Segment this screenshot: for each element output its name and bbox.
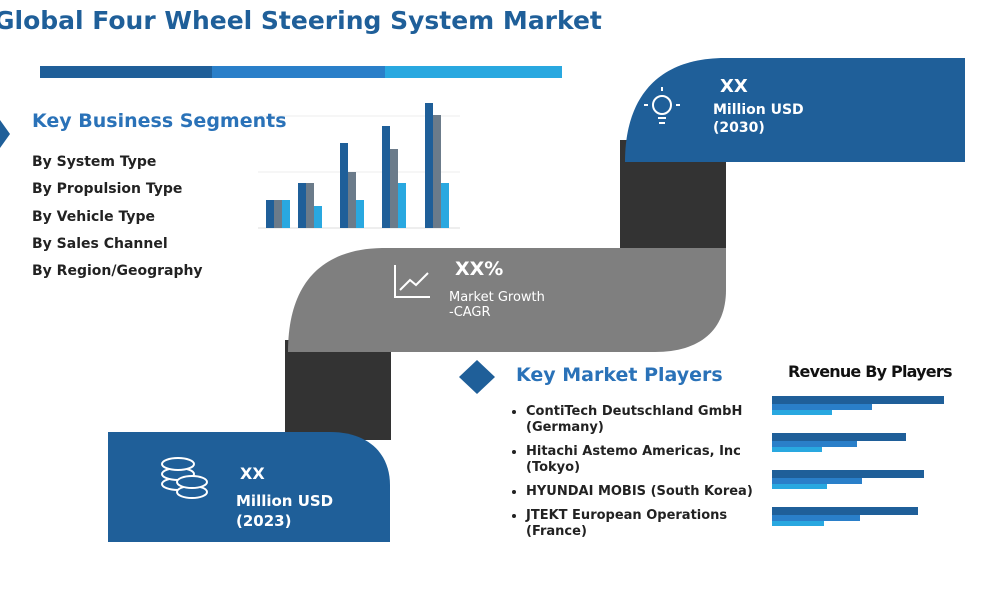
base-value: XX xyxy=(240,464,265,483)
pointer xyxy=(0,120,10,148)
header-bar xyxy=(212,66,385,78)
growth-icon xyxy=(394,265,430,298)
forecast-unit: Million USD xyxy=(713,102,804,118)
player-item: HYUNDAI MOBIS (South Korea) xyxy=(526,484,776,500)
base-year: (2023) xyxy=(236,512,292,530)
segment-item: By Sales Channel xyxy=(32,235,168,252)
growth-label: -CAGR xyxy=(449,305,491,320)
growth-label: Market Growth xyxy=(449,290,545,305)
title: Global Four Wheel Steering System Market xyxy=(0,6,602,35)
revenue-heading: Revenue By Players xyxy=(788,362,952,381)
ribbon-top xyxy=(625,58,965,162)
ribbon-fold xyxy=(285,340,391,440)
decorative-chart xyxy=(258,103,460,229)
players-heading: Key Market Players xyxy=(516,364,723,386)
player-item: ContiTech Deutschland GmbH (Germany) xyxy=(526,404,776,436)
players-list: ContiTech Deutschland GmbH (Germany) Hita… xyxy=(500,404,776,548)
revenue-bars xyxy=(772,396,944,526)
segment-item: By Region/Geography xyxy=(32,263,203,280)
coins-icon xyxy=(161,457,208,499)
ribbon-middle xyxy=(288,248,726,352)
segments-heading: Key Business Segments xyxy=(32,110,287,132)
player-item: JTEKT European Operations (France) xyxy=(526,508,776,540)
segment-item: By Propulsion Type xyxy=(32,181,183,198)
base-unit: Million USD xyxy=(236,492,334,510)
growth-value: XX% xyxy=(455,258,504,280)
header-bar xyxy=(385,66,562,78)
diamond-marker xyxy=(459,360,495,394)
player-item: Hitachi Astemo Americas, Inc (Tokyo) xyxy=(526,444,776,476)
header-bar xyxy=(40,66,212,78)
segment-item: By Vehicle Type xyxy=(32,208,155,225)
forecast-year: (2030) xyxy=(713,120,765,136)
bulb-icon xyxy=(644,87,680,124)
segment-item: By System Type xyxy=(32,154,157,170)
forecast-value: XX xyxy=(720,76,748,97)
